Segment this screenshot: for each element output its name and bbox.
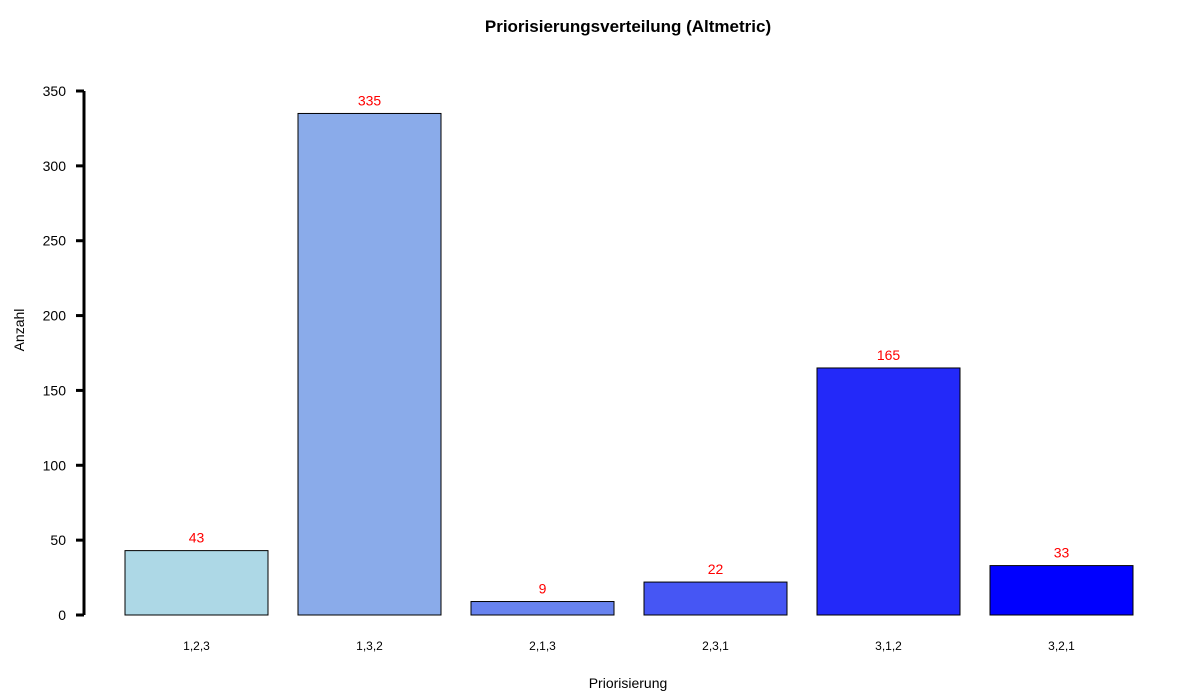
bar [470,601,615,616]
bar-value-label: 9 [539,581,547,597]
x-tick-label: 1,2,3 [183,639,210,653]
x-tick-label: 2,1,3 [529,639,556,653]
y-tick-label: 350 [43,83,67,99]
y-axis-ticks: 0 50 100 150 200 250 300 350 [43,83,84,623]
bar-value-label: 335 [358,92,382,108]
x-axis-label: Priorisierung [589,675,668,691]
y-tick-label: 300 [43,158,67,174]
y-tick-label: 50 [50,532,66,548]
y-tick-label: 100 [43,457,67,473]
bar-value-label: 165 [877,347,901,363]
bar-value-label: 22 [708,561,724,577]
bar [643,581,788,616]
bars-group: 43 335 9 22 165 33 [124,92,1134,616]
chart-title: Priorisierungsverteilung (Altmetric) [485,17,771,36]
bar [297,112,442,616]
bar [989,565,1134,616]
x-axis-tick-labels: 1,2,3 1,3,2 2,1,3 2,3,1 3,1,2 3,2,1 [183,639,1075,653]
y-axis-label: Anzahl [11,309,27,352]
x-tick-label: 1,3,2 [356,639,383,653]
y-tick-label: 250 [43,233,67,249]
bar [816,367,961,616]
y-tick-label: 150 [43,382,67,398]
bar-value-label: 33 [1054,545,1070,561]
bar-value-label: 43 [189,530,205,546]
y-tick-label: 0 [58,607,66,623]
y-tick-label: 200 [43,308,67,324]
x-tick-label: 2,3,1 [702,639,729,653]
x-tick-label: 3,2,1 [1048,639,1075,653]
x-tick-label: 3,1,2 [875,639,902,653]
bar [124,550,269,616]
